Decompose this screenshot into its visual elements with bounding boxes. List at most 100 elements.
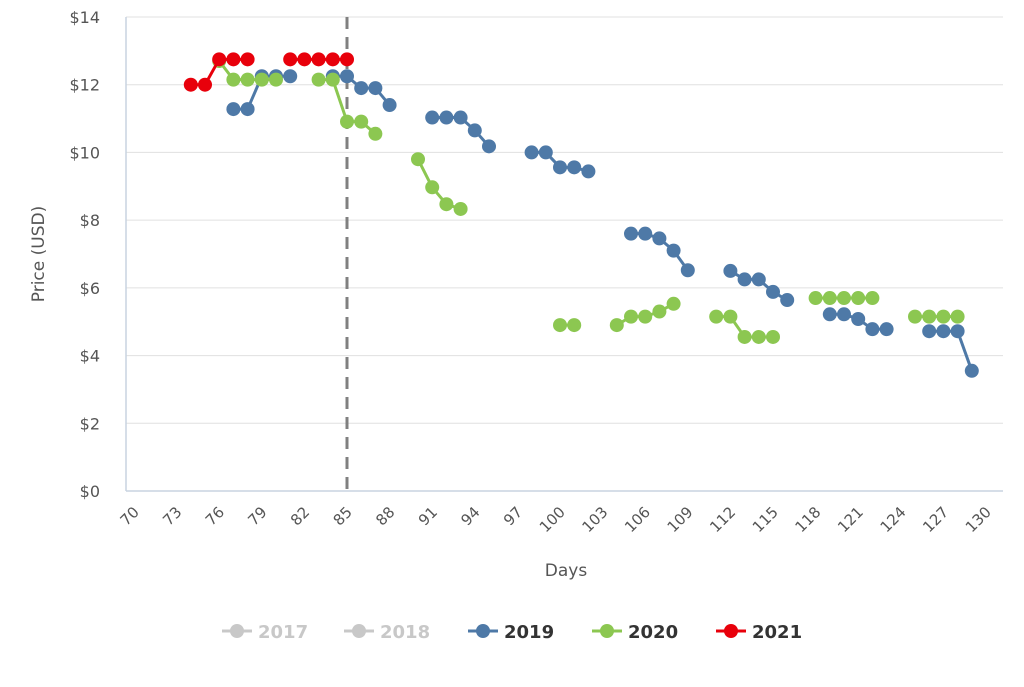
x-tick-label: 109: [664, 503, 697, 536]
data-point: [226, 52, 241, 67]
x-tick-label: 118: [791, 503, 824, 536]
data-point: [723, 309, 738, 324]
data-point: [240, 52, 255, 67]
data-point: [964, 363, 979, 378]
legend-item-2017[interactable]: 2017: [222, 622, 308, 643]
y-tick-label: $6: [80, 279, 100, 298]
series-line: [929, 329, 974, 372]
x-tick-label: 91: [415, 503, 441, 529]
data-point: [198, 77, 212, 92]
data-point: [425, 110, 440, 125]
data-point: [340, 69, 354, 84]
data-point: [340, 114, 354, 129]
data-point: [737, 329, 752, 344]
legend-marker: [600, 624, 614, 638]
y-axis-label: Price (USD): [29, 206, 49, 302]
x-tick-label: 97: [500, 503, 526, 529]
x-tick-label: 85: [330, 503, 356, 529]
data-point: [382, 98, 397, 113]
legend-marker: [230, 624, 244, 638]
series-2019: [226, 69, 979, 378]
data-point: [325, 72, 340, 87]
y-tick-label: $14: [69, 8, 100, 27]
data-point: [851, 312, 866, 327]
data-point: [254, 72, 269, 87]
x-tick-label: 79: [244, 503, 270, 529]
data-point: [908, 309, 922, 324]
data-point: [467, 123, 482, 138]
data-point: [368, 81, 383, 96]
x-tick-label: 100: [536, 503, 569, 536]
legend-marker: [476, 624, 490, 638]
data-point: [652, 304, 667, 319]
data-point: [240, 72, 255, 87]
y-tick-label: $12: [69, 76, 100, 95]
data-point: [226, 102, 241, 117]
data-point: [553, 160, 567, 175]
x-axis-label: Days: [545, 561, 588, 581]
data-point: [411, 152, 425, 167]
legend-label: 2017: [258, 622, 308, 643]
data-point: [680, 263, 695, 278]
data-point: [453, 110, 468, 125]
data-point: [240, 102, 255, 117]
x-tick-label: 127: [919, 503, 952, 536]
data-point: [822, 307, 837, 322]
data-point: [851, 291, 866, 306]
data-point: [297, 52, 312, 67]
y-tick-label: $4: [80, 347, 100, 366]
data-point: [723, 263, 738, 278]
data-point: [311, 72, 326, 87]
legend-item-2020[interactable]: 2020: [592, 622, 678, 643]
data-point: [808, 291, 823, 306]
data-point: [609, 318, 624, 333]
x-tick-label: 82: [287, 503, 313, 529]
x-tick-label: 103: [578, 503, 611, 536]
legend-item-2021[interactable]: 2021: [716, 622, 802, 643]
data-point: [269, 72, 283, 87]
data-point: [737, 272, 752, 287]
data-point: [936, 324, 951, 339]
legend-label: 2018: [380, 622, 430, 643]
data-point: [283, 69, 298, 84]
legend-label: 2020: [628, 622, 678, 643]
y-tick-label: $2: [80, 414, 100, 433]
data-point: [936, 309, 951, 324]
series-2021: [183, 52, 354, 92]
data-point: [538, 145, 553, 160]
data-point: [553, 318, 567, 333]
x-tick-label: 106: [621, 503, 654, 536]
data-point: [638, 226, 653, 241]
data-point: [950, 324, 965, 339]
data-point: [453, 201, 468, 216]
data-point: [766, 284, 780, 299]
y-tick-label: $0: [80, 482, 100, 501]
data-point: [183, 77, 198, 92]
series-line: [416, 158, 462, 211]
data-point: [865, 322, 880, 337]
data-point: [624, 226, 638, 241]
data-point: [212, 52, 227, 67]
x-tick-label: 94: [457, 503, 483, 529]
legend-item-2018[interactable]: 2018: [344, 622, 430, 643]
data-point: [354, 114, 369, 129]
legend-label: 2021: [752, 622, 802, 643]
x-tick-label: 70: [117, 503, 143, 529]
x-tick-label: 76: [202, 503, 228, 529]
x-tick-label: 73: [159, 503, 185, 529]
data-point: [822, 291, 837, 306]
legend-item-2019[interactable]: 2019: [468, 622, 554, 643]
data-point: [567, 318, 582, 333]
x-tick-label: 112: [706, 503, 739, 536]
data-point: [325, 52, 340, 67]
legend-marker: [724, 624, 738, 638]
data-point: [922, 309, 937, 324]
data-point: [567, 160, 582, 175]
data-point: [652, 231, 667, 246]
data-point: [283, 52, 298, 67]
legend-marker: [352, 624, 366, 638]
data-point: [368, 126, 383, 141]
data-point: [311, 52, 326, 67]
data-point: [439, 197, 454, 212]
data-point: [780, 293, 795, 308]
